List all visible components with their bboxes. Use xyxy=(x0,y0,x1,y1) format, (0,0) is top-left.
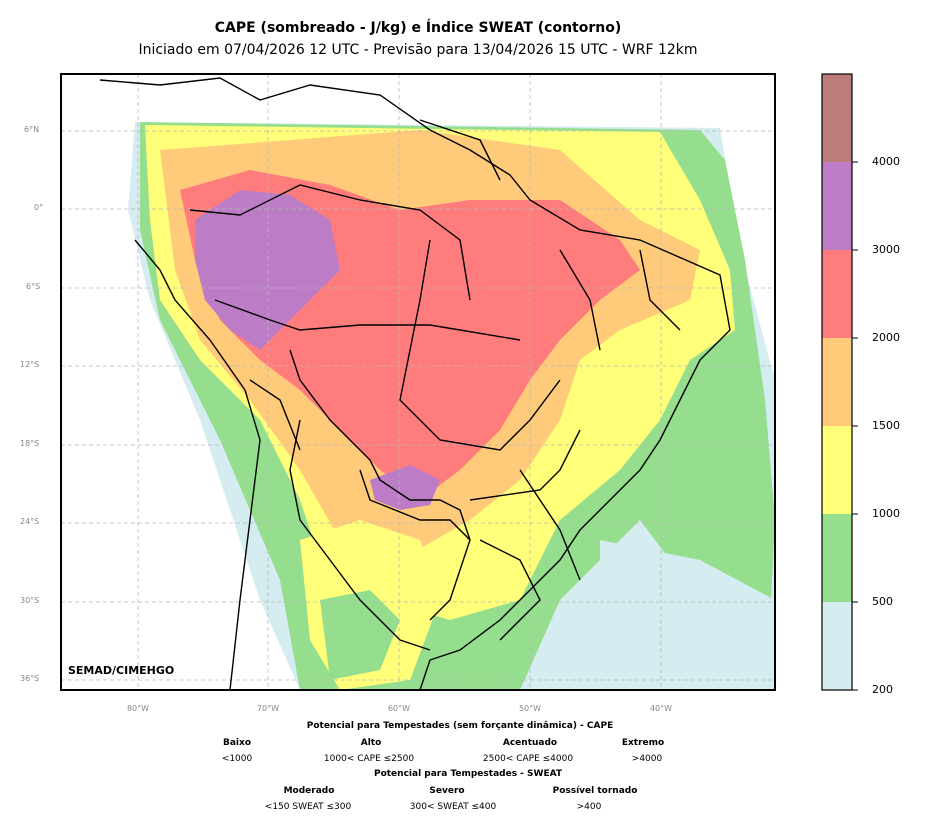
sweat-range-tornado: >400 xyxy=(576,802,602,812)
colorbar-label-1500: 1500 xyxy=(872,419,900,432)
sweat-range-severo: 300< SWEAT ≤400 xyxy=(409,802,497,812)
colorbar-segment xyxy=(822,162,852,250)
cape-shading xyxy=(61,74,775,690)
cape-cat-baixo: Baixo xyxy=(222,738,252,748)
lat-label-24s: 24°S xyxy=(20,517,40,526)
gridlines xyxy=(61,74,775,690)
lat-label-18s: 18°S xyxy=(20,439,40,448)
map-frame xyxy=(60,73,776,691)
colorbar-label-3000: 3000 xyxy=(872,243,900,256)
colorbar-label-500: 500 xyxy=(872,595,893,608)
cape-band-3000 xyxy=(195,190,340,350)
cape-cat-acentuado: Acentuado xyxy=(502,738,558,748)
country-borders xyxy=(99,77,731,690)
colorbar-segment xyxy=(822,250,852,338)
colorbar-segment xyxy=(822,514,852,602)
cape-cat-extremo: Extremo xyxy=(621,738,665,748)
colorbar-label-1000: 1000 xyxy=(872,507,900,520)
cape-range-alto: 1000< CAPE ≤2500 xyxy=(323,754,415,764)
watermark-text: SEMAD/CIMEHGO xyxy=(68,664,175,677)
cape-range-baixo: <1000 xyxy=(221,754,253,764)
sweat-legend-title: Potencial para Tempestades - SWEAT xyxy=(373,769,563,779)
lon-label-50w: 50°W xyxy=(518,704,542,713)
colorbar-label-2000: 2000 xyxy=(872,331,900,344)
colorbar-segment xyxy=(822,426,852,514)
lat-label-30s: 30°S xyxy=(20,596,40,605)
cape-range-acentuado: 2500< CAPE ≤4000 xyxy=(482,754,574,764)
cape-patch-south-green xyxy=(320,590,400,680)
sweat-cat-severo: Severo xyxy=(429,786,465,796)
cape-patch-atlantic xyxy=(600,540,775,690)
lon-label-70w: 70°W xyxy=(256,704,280,713)
sweat-range-moderado: <150 SWEAT ≤300 xyxy=(264,802,352,812)
lon-label-60w: 60°W xyxy=(387,704,411,713)
lon-label-80w: 80°W xyxy=(126,704,150,713)
lat-label-6s: 6°S xyxy=(26,282,41,291)
colorbar-label-4000: 4000 xyxy=(872,155,900,168)
cape-range-extremo: >4000 xyxy=(631,754,663,764)
cape-cat-alto: Alto xyxy=(360,738,382,748)
colorbar xyxy=(822,74,852,690)
colorbar-label-200: 200 xyxy=(872,683,893,696)
colorbar-segment xyxy=(822,338,852,426)
lat-label-12s: 12°S xyxy=(20,360,40,369)
lat-label-6n: 6°N xyxy=(24,125,40,134)
lat-label-36s: 36°S xyxy=(20,674,40,683)
map-title: CAPE (sombreado - J/kg) e Índice SWEAT (… xyxy=(214,20,622,36)
lat-label-0: 0° xyxy=(34,203,44,212)
sweat-cat-tornado: Possível tornado xyxy=(552,786,638,796)
cape-legend-title: Potencial para Tempestades (sem forçante… xyxy=(306,721,614,731)
cape-band-3000-south xyxy=(370,465,440,510)
colorbar-segment xyxy=(822,74,852,162)
sweat-cat-moderado: Moderado xyxy=(283,786,335,796)
map-subtitle: Iniciado em 07/04/2026 12 UTC - Previsão… xyxy=(138,42,698,58)
colorbar-segment xyxy=(822,602,852,690)
lon-label-40w: 40°W xyxy=(649,704,673,713)
